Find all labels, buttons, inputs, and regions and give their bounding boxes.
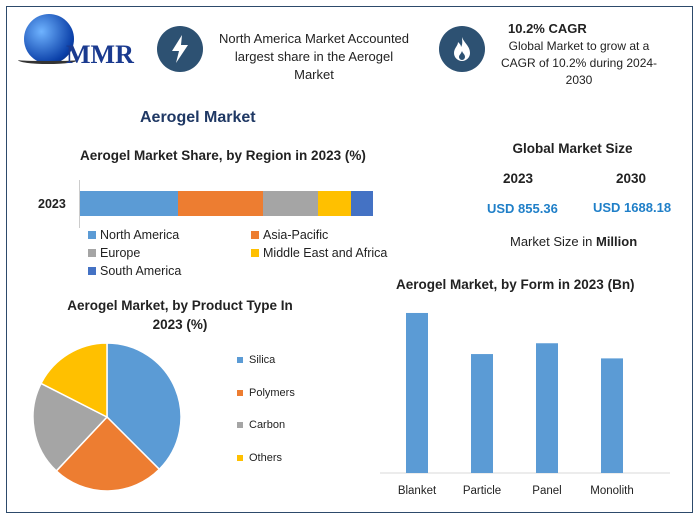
legend-swatch (251, 249, 259, 257)
x-tick-label: Particle (462, 485, 502, 497)
region-chart-title: Aerogel Market Share, by Region in 2023 … (80, 148, 366, 163)
pie-chart (32, 342, 182, 492)
bar-segment-europe (262, 191, 318, 216)
pie-legend-item: Others (237, 452, 282, 464)
pie-slice-polymers (55, 415, 161, 492)
flame-icon (439, 26, 485, 72)
bar-segment-asia-pacific (177, 191, 263, 216)
bar-particle (471, 354, 493, 473)
legend-swatch (237, 389, 243, 396)
main-title: Aerogel Market (140, 109, 256, 126)
pie-legend-item: Polymers (237, 387, 295, 399)
bar-blanket (406, 312, 428, 473)
value-2023: USD 855.36 (487, 201, 558, 216)
year-2023: 2023 (503, 171, 534, 186)
bar-segment-middle-east-and-africa (317, 191, 351, 216)
legend-label: North America (100, 228, 180, 242)
x-tick-label: Monolith (590, 485, 634, 497)
mmr-logo: MMR (14, 12, 144, 72)
legend-item: Europe (88, 246, 140, 260)
legend-label: Others (249, 451, 283, 464)
form-bar-chart (380, 312, 670, 474)
pie-legend-item: Carbon (237, 419, 285, 431)
lightning-icon (157, 26, 203, 72)
legend-item: Asia-Pacific (251, 228, 328, 242)
legend-label: Europe (100, 246, 141, 260)
pie-slice-carbon (32, 382, 109, 473)
market-size-note: Market Size in Million (510, 234, 638, 249)
legend-swatch (251, 231, 259, 239)
legend-swatch (237, 422, 243, 428)
year-2030: 2030 (616, 171, 647, 186)
pie-slice-others (40, 342, 108, 419)
bar-monolith (601, 358, 623, 473)
legend-item: South America (88, 264, 181, 278)
legend-item: North America (88, 228, 179, 242)
pie-legend-item: Silica (237, 354, 275, 366)
x-tick-label: Panel (532, 485, 562, 497)
cagr-title: 10.2% CAGR (508, 21, 587, 36)
bar-segment-south-america (351, 191, 373, 216)
legend-swatch (88, 249, 96, 257)
highlight-text: North America Market Accounted largest s… (218, 31, 410, 82)
bar-segment-north-america (80, 191, 178, 216)
legend-label: Silica (249, 354, 276, 366)
x-tick-label: Blanket (397, 485, 437, 497)
legend-label: Asia-Pacific (263, 228, 329, 242)
stacked-bar (80, 191, 373, 216)
legend-label: South America (100, 264, 182, 278)
value-2030: USD 1688.18 (593, 200, 672, 215)
region-axis (79, 180, 80, 228)
legend-swatch (88, 231, 96, 239)
legend-label: Polymers (249, 386, 295, 399)
pie-chart-title: Aerogel Market, by Product Type In 2023 … (67, 298, 293, 332)
cagr-text: Global Market to grow at a CAGR of 10.2%… (500, 39, 658, 87)
form-chart-title: Aerogel Market, by Form in 2023 (Bn) (396, 277, 635, 292)
legend-label: Carbon (249, 419, 286, 431)
legend-swatch (237, 454, 243, 461)
bar-panel (536, 343, 558, 473)
legend-swatch (88, 267, 96, 275)
legend-label: Middle East and Africa (263, 246, 388, 260)
pie-slice-silica (106, 342, 182, 471)
region-y-label: 2023 (38, 197, 66, 211)
market-size-title: Global Market Size (512, 141, 633, 156)
legend-swatch (237, 357, 243, 363)
frame (6, 6, 693, 513)
legend-item: Middle East and Africa (251, 246, 387, 260)
